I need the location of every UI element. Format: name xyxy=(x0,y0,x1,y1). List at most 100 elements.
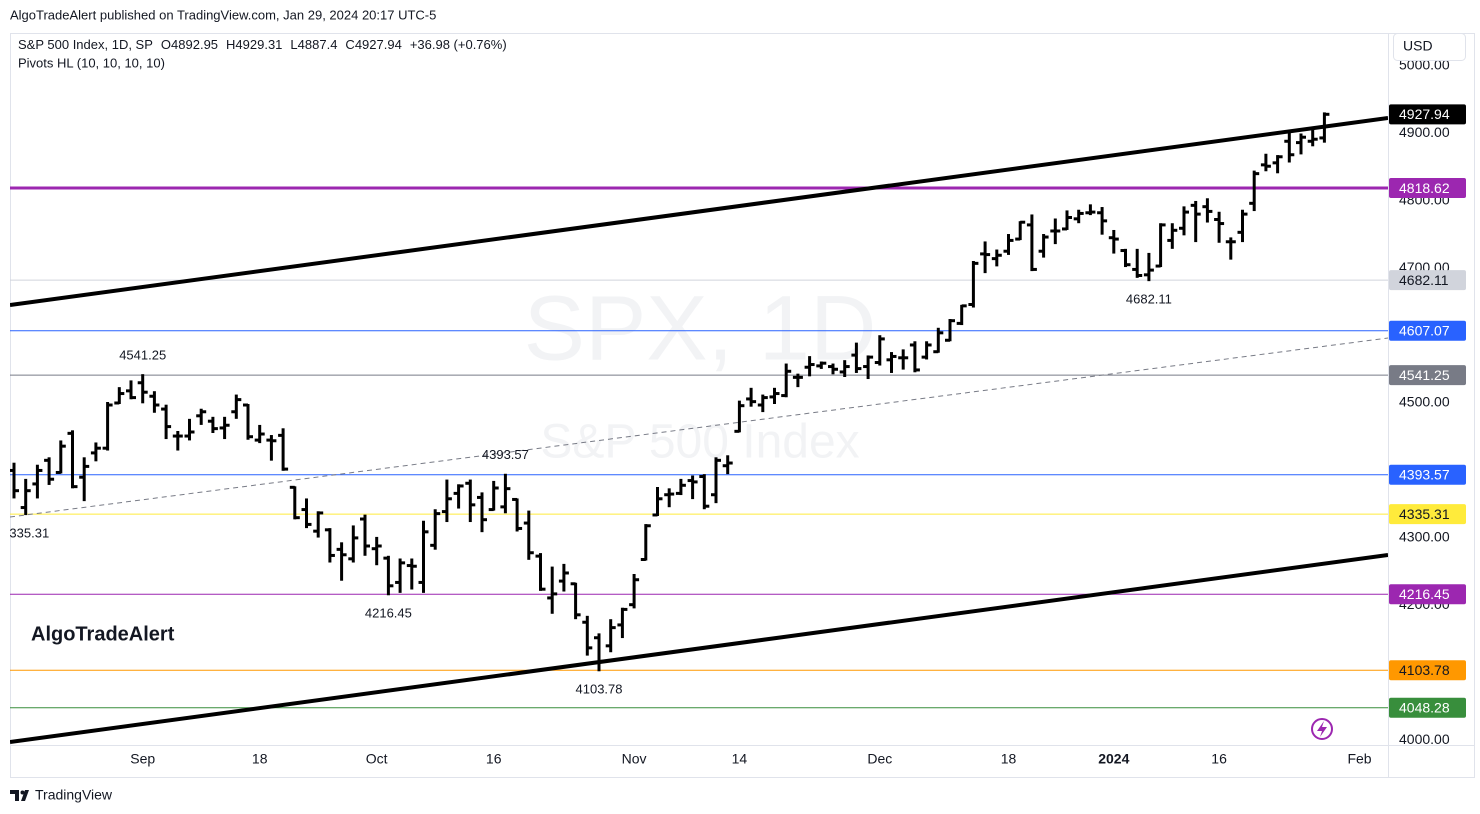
ohlc-bar xyxy=(1015,220,1026,241)
alert-icon[interactable] xyxy=(1311,718,1333,740)
level-label: 4682.11 xyxy=(1399,272,1449,288)
ohlc-bar xyxy=(968,261,979,308)
lower-trendline xyxy=(10,553,1388,744)
ohlc-bar xyxy=(336,542,347,581)
ohlc-bar xyxy=(933,327,944,354)
ohlc-bar xyxy=(863,355,874,380)
ohlc-bar xyxy=(956,304,967,326)
level-label: 4818.62 xyxy=(1399,180,1450,196)
ohlc-bar xyxy=(1260,153,1271,172)
level-label: 4393.57 xyxy=(1399,466,1450,482)
ohlc-bar xyxy=(430,509,441,550)
ohlc-bar xyxy=(792,373,803,388)
y-tick-label: 4300.00 xyxy=(1399,529,1450,545)
x-tick-label: 16 xyxy=(486,751,502,767)
ohlc-bar xyxy=(547,566,558,614)
level-label-box xyxy=(1389,697,1466,718)
level-label-box xyxy=(1389,464,1466,485)
ohlc-bar xyxy=(360,514,370,556)
level-label: 4216.45 xyxy=(1399,586,1450,602)
ohlc-bar xyxy=(79,457,90,502)
ohlc-bar xyxy=(512,497,523,532)
ohlc-bar xyxy=(629,574,640,609)
x-tick-label: Dec xyxy=(867,751,892,767)
legend-close: 4927.94 xyxy=(355,37,402,52)
ohlc-bar xyxy=(1155,223,1166,268)
ohlc-bar xyxy=(898,349,909,370)
ohlc-bar xyxy=(243,403,253,440)
ohlc-bar xyxy=(909,341,920,373)
ohlc-bar xyxy=(10,462,19,499)
level-label-box xyxy=(1389,320,1466,341)
ohlc-bar xyxy=(816,361,827,369)
legend-high: 4929.31 xyxy=(235,37,282,52)
currency[interactable]: USD xyxy=(1403,38,1433,54)
ohlc-bar xyxy=(570,582,581,620)
ohlc-bar xyxy=(1167,223,1178,249)
ohlc-bar xyxy=(699,474,710,510)
ohlc-bar xyxy=(1225,237,1236,260)
ohlc-bar xyxy=(1108,229,1119,254)
level-label: 4541.25 xyxy=(1399,367,1450,383)
watermark-symbol: SPX, 1D xyxy=(524,277,877,379)
levels xyxy=(10,186,1388,709)
ohlc-bar xyxy=(605,619,616,653)
chart-frame xyxy=(10,33,1475,778)
x-tick-label: 14 xyxy=(732,751,748,767)
ohlc-bar xyxy=(991,249,1002,267)
legend-change: +36.98 (+0.76%) xyxy=(410,37,507,52)
ohlc-bar xyxy=(465,479,476,523)
ohlc-bar xyxy=(453,484,464,509)
ohlc-bar xyxy=(921,341,932,360)
currency-button[interactable] xyxy=(1393,33,1466,61)
ohlc-bar xyxy=(418,520,429,593)
footer-brand: TradingView xyxy=(35,787,113,803)
legend-open-prefix: O xyxy=(161,37,171,52)
level-label-box xyxy=(1389,584,1466,605)
ohlc-bar xyxy=(301,498,312,529)
pivot-label: 4541.25 xyxy=(119,348,166,363)
y-tick-label: 4000.00 xyxy=(1399,731,1450,747)
watermark-name: S&P 500 Index xyxy=(540,416,859,469)
ohlc-bar xyxy=(664,488,675,508)
ohlc-bar xyxy=(32,464,43,499)
ohlc-bar xyxy=(535,553,546,591)
ohlc-bar xyxy=(1132,248,1143,278)
level-label-box xyxy=(1389,365,1466,386)
ohlc-bar xyxy=(44,457,55,485)
ohlc-bar xyxy=(1284,130,1295,163)
ohlc-bar xyxy=(278,428,289,471)
ohlc-bar xyxy=(161,404,172,440)
publisher: AlgoTradeAlert published on TradingView.… xyxy=(10,7,436,22)
ohlc-bar xyxy=(1202,198,1213,223)
level-label-box xyxy=(1389,178,1466,199)
x-tick-label: Oct xyxy=(366,751,388,767)
ohlc-bar xyxy=(1237,209,1248,243)
pivot-label: 4103.78 xyxy=(576,682,623,697)
ohlc-bar xyxy=(1249,170,1260,212)
legend-open: 4892.95 xyxy=(171,37,218,52)
ohlc-bar xyxy=(851,342,862,373)
price-axis: 5000.004900.004800.004700.004500.004300.… xyxy=(1389,56,1466,747)
ohlc-bar xyxy=(1062,210,1072,231)
ohlc-bar xyxy=(711,457,721,504)
ohlc-bar xyxy=(289,485,300,520)
ohlc-bar xyxy=(640,524,651,561)
ohlc-bar xyxy=(383,555,394,596)
level-label: 4048.28 xyxy=(1399,699,1450,715)
level-label: 4607.07 xyxy=(1399,322,1450,338)
ohlc-bar xyxy=(722,455,733,475)
x-tick-label: 16 xyxy=(1211,751,1227,767)
legend-symbol: S&P 500 Index, 1D, SP xyxy=(18,37,153,52)
ohlc-bar xyxy=(1272,155,1283,174)
ohlc-bar xyxy=(406,558,417,590)
ohlc-bar xyxy=(20,478,31,516)
ohlc-bar xyxy=(348,525,359,563)
pivot-label: 4682.11 xyxy=(1126,292,1172,307)
pivot-label: 4335.31 xyxy=(2,526,49,541)
legend-low-prefix: L xyxy=(290,37,297,52)
legend-high-prefix: H xyxy=(226,37,235,52)
x-tick-label: Feb xyxy=(1347,751,1371,767)
bars xyxy=(10,112,1330,672)
